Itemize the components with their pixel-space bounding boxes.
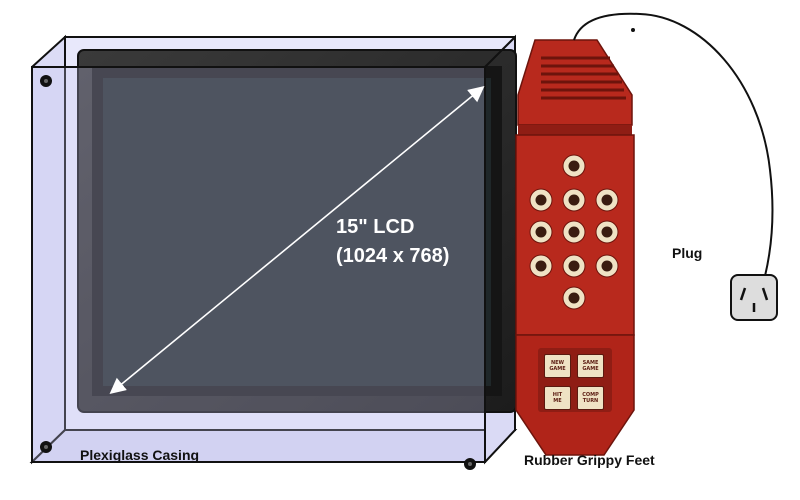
comp-turn-line1: COMP (582, 392, 599, 398)
controller-hole-center (568, 226, 580, 238)
controller (515, 39, 635, 456)
controller-hole-center (601, 226, 613, 238)
controller-hole-center (535, 226, 547, 238)
controller-hole-center (568, 194, 580, 206)
controller-hole-center (535, 194, 547, 206)
comp-turn-line2: TURN (582, 398, 599, 404)
casing-screw (464, 458, 476, 470)
casing-screw (40, 441, 52, 453)
same-game-line1: SAME (582, 360, 599, 366)
same-game-line2: GAME (582, 366, 599, 372)
lcd-resolution-label: (1024 x 768) (336, 245, 450, 267)
power-plug-icon (730, 274, 778, 321)
controller-hole-center (568, 292, 580, 304)
plug-cord (573, 12, 774, 277)
controller-hole-center (535, 260, 547, 272)
hit-me-button: HIT ME (544, 386, 571, 410)
controller-hole-center (601, 194, 613, 206)
diagonal-arrow (109, 85, 485, 395)
new-game-line2: GAME (549, 366, 566, 372)
plug-label: Plug (672, 245, 703, 261)
speaker-grille (541, 56, 626, 100)
new-game-button: NEW GAME (544, 354, 571, 378)
controller-hole-center (568, 260, 580, 272)
feet-label: Rubber Grippy Feet (524, 452, 655, 468)
hit-me-line2: ME (553, 398, 562, 404)
comp-turn-button: COMP TURN (577, 386, 604, 410)
controller-hole-center (568, 160, 580, 172)
same-game-button: SAME GAME (577, 354, 604, 378)
casing-screw (40, 75, 52, 87)
new-game-line1: NEW (550, 360, 565, 366)
hit-me-line1: HIT (552, 392, 563, 398)
casing-label: Plexiglass Casing (80, 447, 200, 463)
controller-hole-center (601, 260, 613, 272)
lcd-size-label: 15" LCD (336, 216, 415, 238)
controller-holes (529, 154, 619, 310)
